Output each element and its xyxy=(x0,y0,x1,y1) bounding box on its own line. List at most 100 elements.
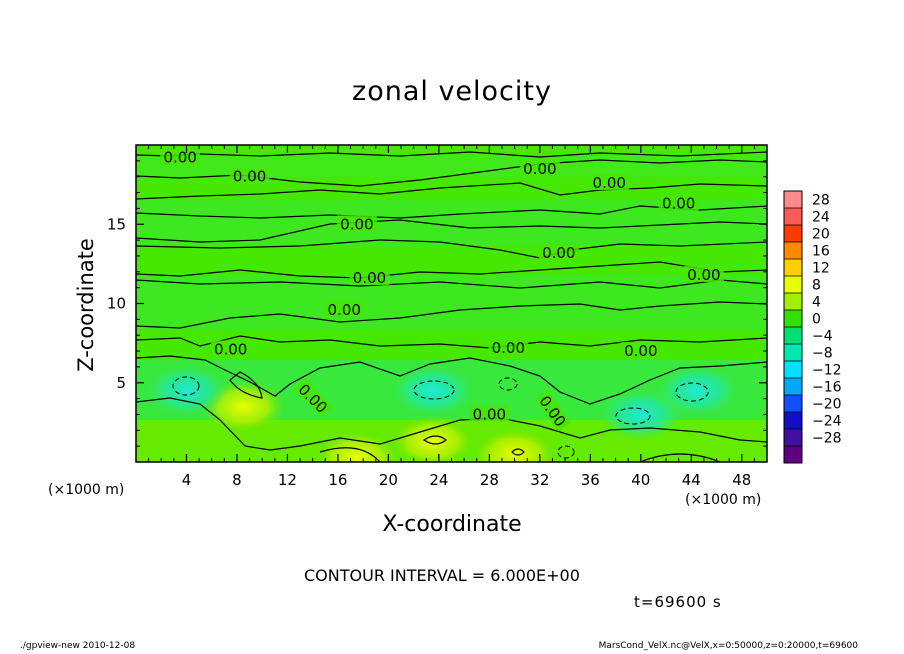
contour-line xyxy=(136,279,767,289)
contour-label-text: 0.00 xyxy=(163,149,196,167)
contour-line xyxy=(229,371,263,399)
y-unit-label: (×1000 m) xyxy=(48,482,125,498)
y-tick-label: 5 xyxy=(116,374,126,392)
colorbar-label: −16 xyxy=(812,380,842,396)
contour-label: 0.00 xyxy=(488,338,529,357)
colorbar-swatch xyxy=(784,276,802,294)
contour-label-text: 0.00 xyxy=(353,269,386,287)
contour-line xyxy=(136,397,767,451)
contour-label: 0.00 xyxy=(469,405,510,423)
colorbar-label: −28 xyxy=(812,431,842,447)
contour-lines xyxy=(136,151,767,462)
contour-label: 0.00 xyxy=(160,148,201,167)
contour-label-text: 0.00 xyxy=(492,339,525,357)
colorbar-swatch xyxy=(784,225,802,243)
contour-label: 0.00 xyxy=(519,159,560,178)
x-tick-label: 20 xyxy=(379,471,398,489)
contour-label-text: 0.00 xyxy=(542,244,575,262)
colorbar-swatch xyxy=(784,395,802,413)
x-tick-label: 4 xyxy=(182,471,192,489)
colorbar-swatch xyxy=(784,327,802,345)
x-tick-label: 28 xyxy=(480,471,499,489)
contour-label: 0.00 xyxy=(336,215,377,233)
negative-contour xyxy=(498,377,518,391)
contour-label-text: 0.00 xyxy=(328,301,361,319)
colorbar-swatch xyxy=(784,293,802,311)
contour-labels: 0.00 0.00 0.00 0.00 0.00 0.00 0.00 0.00 0.00 0.00… xyxy=(160,148,724,432)
contour-label-text: 0.00 xyxy=(233,168,266,186)
colorbar-label: −4 xyxy=(812,329,833,345)
x-tick-label: 24 xyxy=(429,471,448,489)
y-axis-label: Z-coordinate xyxy=(74,238,98,372)
contour-label: 0.00 xyxy=(683,265,724,284)
contour-label: 0.00 xyxy=(324,300,365,319)
contour-label-text: 0.00 xyxy=(687,266,720,284)
colorbar-swatch xyxy=(784,446,802,464)
contour-line xyxy=(136,261,767,279)
contour-line xyxy=(511,448,525,456)
colorbar-swatch xyxy=(784,208,802,226)
colorbar-swatch xyxy=(784,191,802,209)
x-unit-label: (×1000 m) xyxy=(685,492,762,508)
contour-line xyxy=(136,355,767,405)
contour-label-text: 0.00 xyxy=(340,215,373,233)
field-shading xyxy=(136,155,767,462)
x-tick-label: 36 xyxy=(581,471,600,489)
chart-title: zonal velocity xyxy=(352,76,552,107)
contour-interval-note: CONTOUR INTERVAL = 6.000E+00 xyxy=(304,566,580,585)
colorbar-swatch xyxy=(784,361,802,379)
negative-contour xyxy=(172,376,200,396)
colorbar-label: −8 xyxy=(812,346,833,362)
contour-line xyxy=(639,453,721,462)
negative-contour xyxy=(413,380,455,400)
contour-line xyxy=(136,335,767,349)
contour-line xyxy=(136,301,767,329)
colorbar-label: 24 xyxy=(812,210,830,226)
colorbar-swatch xyxy=(784,429,802,447)
contour-label: 0.00 xyxy=(538,243,579,262)
x-tick-label: 44 xyxy=(682,471,701,489)
contour-line xyxy=(422,435,447,445)
colorbar-label: 4 xyxy=(812,295,821,311)
footer-right: MarsCond_VelX.nc@VelX,x=0:50000,z=0:2000… xyxy=(598,641,858,651)
x-axis-label: X-coordinate xyxy=(382,512,522,537)
contour-label: 0.00 xyxy=(229,167,270,186)
contour-line xyxy=(136,219,767,243)
colorbar-swatch xyxy=(784,310,802,328)
footer-left: ./gpview-new 2010-12-08 xyxy=(20,641,136,651)
contour-label-text: 0.00 xyxy=(473,405,506,423)
colorbar-swatch xyxy=(784,378,802,396)
contour-label: 0.00 xyxy=(589,174,630,192)
contour-line xyxy=(136,182,767,200)
colorbar-label: 20 xyxy=(812,227,830,243)
colorbar-swatch xyxy=(784,412,802,430)
contour-label-text: 0.00 xyxy=(523,160,556,178)
x-tick-label: 16 xyxy=(328,471,347,489)
contour-label-text: 0.00 xyxy=(624,342,657,360)
negative-contour xyxy=(557,445,575,459)
colorbar-label: 8 xyxy=(812,278,821,294)
x-tick-label: 40 xyxy=(631,471,650,489)
contour-label: 0.00 xyxy=(658,194,699,213)
negative-contour xyxy=(675,382,709,402)
negative-contour xyxy=(615,407,651,425)
contour-label-text: 0.00 xyxy=(593,174,626,192)
field-extremum-negative xyxy=(144,364,229,417)
colorbar-label: −24 xyxy=(812,414,842,430)
contour-label: 0.00 xyxy=(210,340,251,358)
colorbar-label: 16 xyxy=(812,244,830,260)
contour-label: 0.00 xyxy=(620,342,661,360)
colorbar-label: −12 xyxy=(812,363,842,379)
colorbar-label: 28 xyxy=(812,193,830,209)
field-extremum-negative xyxy=(655,364,740,417)
y-tick-label: 15 xyxy=(107,215,126,233)
colorbar-label: 0 xyxy=(812,312,821,328)
colorbar-label: −20 xyxy=(812,397,842,413)
y-tick-label: 10 xyxy=(107,295,126,313)
x-tick-label: 48 xyxy=(732,471,751,489)
field-extremum-positive xyxy=(390,415,475,462)
colorbar-swatch xyxy=(784,344,802,362)
